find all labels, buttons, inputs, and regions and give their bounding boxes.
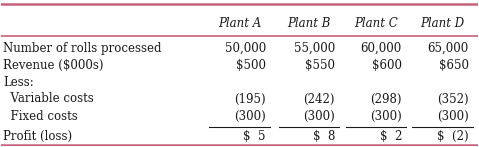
Text: $600: $600 xyxy=(372,59,402,72)
Text: 55,000: 55,000 xyxy=(294,41,335,55)
Text: Number of rolls processed: Number of rolls processed xyxy=(3,41,161,55)
Text: (352): (352) xyxy=(437,92,469,106)
Text: Less:: Less: xyxy=(3,76,34,89)
Text: 50,000: 50,000 xyxy=(225,41,266,55)
Text: (242): (242) xyxy=(304,92,335,106)
Text: (298): (298) xyxy=(370,92,402,106)
Text: Profit (loss): Profit (loss) xyxy=(3,130,72,143)
Text: (195): (195) xyxy=(234,92,266,106)
Text: (300): (300) xyxy=(303,110,335,123)
Text: (300): (300) xyxy=(234,110,266,123)
Text: $  2: $ 2 xyxy=(379,130,402,143)
Text: $500: $500 xyxy=(236,59,266,72)
Text: $650: $650 xyxy=(439,59,469,72)
Text: Revenue ($000s): Revenue ($000s) xyxy=(3,59,103,72)
Text: Variable costs: Variable costs xyxy=(3,92,94,106)
Text: $  (2): $ (2) xyxy=(437,130,469,143)
Text: $  5: $ 5 xyxy=(243,130,266,143)
Text: $  8: $ 8 xyxy=(313,130,335,143)
Text: Plant D: Plant D xyxy=(421,17,465,30)
Text: 60,000: 60,000 xyxy=(361,41,402,55)
Text: Plant B: Plant B xyxy=(287,17,331,30)
Text: Plant C: Plant C xyxy=(354,17,398,30)
Text: Fixed costs: Fixed costs xyxy=(3,110,78,123)
Text: (300): (300) xyxy=(437,110,469,123)
Text: 65,000: 65,000 xyxy=(427,41,469,55)
Text: Plant A: Plant A xyxy=(218,17,261,30)
Text: (300): (300) xyxy=(370,110,402,123)
Text: $550: $550 xyxy=(305,59,335,72)
